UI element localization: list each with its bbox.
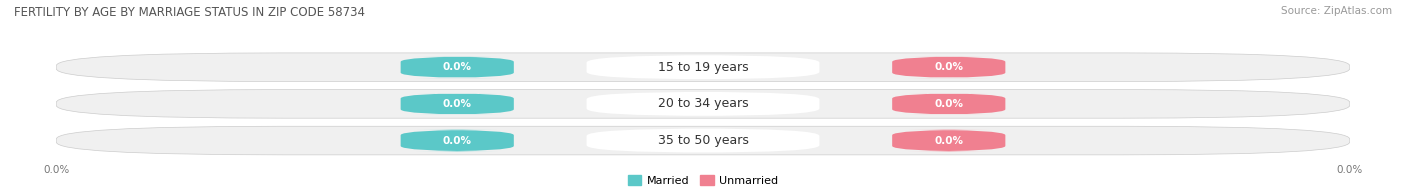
Text: Source: ZipAtlas.com: Source: ZipAtlas.com	[1281, 6, 1392, 16]
FancyBboxPatch shape	[586, 92, 820, 116]
Text: FERTILITY BY AGE BY MARRIAGE STATUS IN ZIP CODE 58734: FERTILITY BY AGE BY MARRIAGE STATUS IN Z…	[14, 6, 366, 19]
FancyBboxPatch shape	[56, 126, 1350, 155]
FancyBboxPatch shape	[401, 56, 513, 78]
FancyBboxPatch shape	[893, 56, 1005, 78]
Text: 20 to 34 years: 20 to 34 years	[658, 97, 748, 110]
Text: 15 to 19 years: 15 to 19 years	[658, 61, 748, 74]
Text: 0.0%: 0.0%	[934, 99, 963, 109]
FancyBboxPatch shape	[401, 93, 513, 115]
Text: 0.0%: 0.0%	[934, 62, 963, 72]
FancyBboxPatch shape	[56, 53, 1350, 82]
Legend: Married, Unmarried: Married, Unmarried	[623, 171, 783, 191]
Text: 0.0%: 0.0%	[934, 136, 963, 146]
FancyBboxPatch shape	[586, 55, 820, 79]
FancyBboxPatch shape	[401, 130, 513, 152]
Text: 0.0%: 0.0%	[443, 136, 472, 146]
Text: 0.0%: 0.0%	[443, 99, 472, 109]
Text: 0.0%: 0.0%	[443, 62, 472, 72]
FancyBboxPatch shape	[56, 90, 1350, 118]
Text: 35 to 50 years: 35 to 50 years	[658, 134, 748, 147]
FancyBboxPatch shape	[586, 129, 820, 152]
FancyBboxPatch shape	[893, 93, 1005, 115]
FancyBboxPatch shape	[893, 130, 1005, 152]
